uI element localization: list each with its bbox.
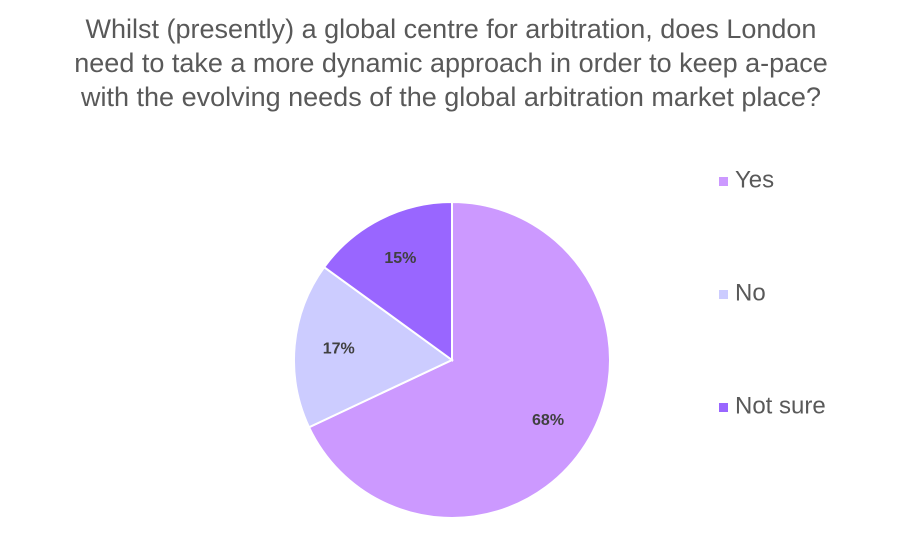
legend-swatch — [719, 177, 728, 186]
legend-swatch — [719, 290, 728, 299]
legend-label: Not sure — [735, 392, 826, 419]
data-label: 15% — [384, 250, 416, 267]
pie-slice — [322, 200, 453, 362]
legend-label: Yes — [735, 166, 774, 193]
data-label: 68% — [532, 412, 564, 429]
legend-label: No — [735, 279, 766, 306]
pie-slice — [307, 200, 611, 519]
pie-slice — [293, 265, 454, 429]
chart-title: Whilst (presently) a global centre for a… — [74, 14, 828, 112]
legend-swatch — [719, 403, 728, 412]
data-label: 17% — [323, 341, 355, 358]
